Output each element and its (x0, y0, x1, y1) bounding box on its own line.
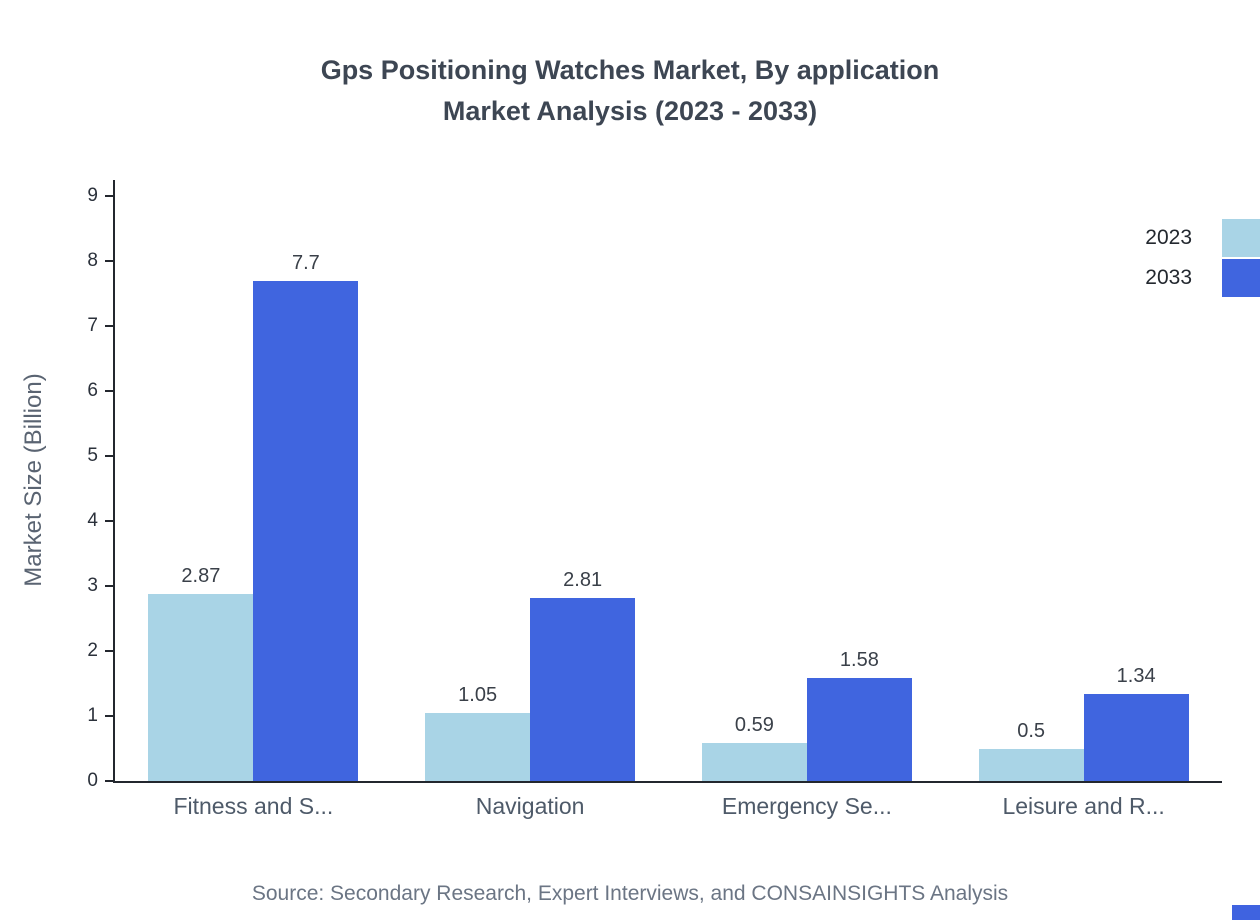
y-tick-mark (105, 650, 115, 653)
bar-2033[interactable]: 1.58 (806, 649, 912, 781)
legend: 2023 2033 (1145, 218, 1260, 298)
chart-title: Gps Positioning Watches Market, By appli… (0, 50, 1260, 132)
category-label: Leisure and R... (1002, 793, 1165, 819)
y-tick-label: 9 (87, 185, 98, 206)
y-tick-label: 5 (87, 445, 98, 466)
y-tick: 0 (87, 770, 115, 792)
y-tick: 2 (87, 640, 115, 662)
bar-group: 0.59 1.58 Emergency Se... (701, 196, 912, 819)
y-tick-mark (105, 390, 115, 392)
bar-value-label: 0.5 (1017, 719, 1046, 742)
legend-swatch (1222, 219, 1260, 257)
bar-2023[interactable]: 2.87 (148, 565, 254, 781)
category-label: Emergency Se... (721, 793, 892, 819)
x-axis (113, 781, 1222, 783)
y-tick: 6 (87, 380, 115, 402)
y-tick-mark (105, 520, 115, 523)
y-tick-label: 7 (87, 315, 98, 336)
bar-value-label: 0.59 (734, 713, 774, 736)
y-tick-mark (105, 325, 115, 327)
bar-value-label: 7.7 (291, 251, 320, 274)
y-tick: 5 (87, 445, 115, 467)
bar-2033[interactable]: 2.81 (530, 569, 636, 781)
y-tick-label: 2 (87, 640, 98, 662)
y-tick-label: 3 (87, 575, 98, 596)
bar-groups: 2.87 7.7 Fitness and S... 1.05 2.81 Navigatio… (115, 196, 1222, 819)
brand-mark (1232, 905, 1260, 920)
y-tick-mark (105, 780, 115, 782)
chart-title-line2: Market Analysis (2023 - 2033) (442, 96, 818, 126)
y-tick-label: 1 (87, 705, 98, 727)
legend-item-2033[interactable]: 2033 (1145, 258, 1260, 298)
y-tick-label: 0 (87, 770, 98, 791)
y-tick: 8 (87, 250, 115, 272)
y-axis-label: Market Size (Billion) (20, 373, 47, 587)
y-axis (113, 180, 115, 783)
y-tick: 9 (87, 185, 115, 207)
bar-value-label: 1.58 (839, 649, 879, 672)
bar-2023[interactable]: 0.59 (701, 714, 807, 781)
y-tick-mark (105, 195, 115, 197)
category-label: Fitness and S... (173, 793, 334, 819)
y-tick-mark (105, 455, 115, 457)
bar-value-label: 2.87 (181, 565, 221, 588)
bar-2033[interactable]: 1.34 (1083, 665, 1189, 781)
y-tick: 7 (87, 315, 115, 337)
legend-swatch (1222, 259, 1260, 297)
bar-value-label: 1.05 (458, 683, 498, 706)
legend-item-2023[interactable]: 2023 (1145, 218, 1260, 258)
bar-value-label: 2.81 (563, 569, 603, 592)
bar-group: 1.05 2.81 Navigation (425, 196, 636, 819)
bar-group: 0.5 1.34 Leisure and R... (978, 196, 1189, 819)
y-tick-label: 4 (87, 510, 98, 532)
bar-2033[interactable]: 7.7 (253, 252, 359, 781)
y-tick: 3 (87, 575, 115, 597)
bar-group: 2.87 7.7 Fitness and S... (148, 196, 359, 819)
y-tick-label: 8 (87, 250, 98, 272)
chart-title-line1: Gps Positioning Watches Market, By appli… (320, 55, 940, 85)
y-tick-mark (105, 715, 115, 718)
y-tick: 4 (87, 510, 115, 532)
legend-label: 2023 (1145, 226, 1192, 249)
y-tick-label: 6 (87, 380, 98, 401)
source-note: Source: Secondary Research, Expert Inter… (251, 882, 1009, 905)
bar-2023[interactable]: 0.5 (978, 720, 1084, 781)
y-tick: 1 (87, 705, 115, 727)
bar-2023[interactable]: 1.05 (425, 684, 531, 781)
legend-label: 2033 (1145, 266, 1192, 289)
category-label: Navigation (475, 793, 585, 819)
y-tick-mark (105, 585, 115, 587)
bar-value-label: 1.34 (1116, 664, 1156, 687)
y-tick-mark (105, 260, 115, 263)
